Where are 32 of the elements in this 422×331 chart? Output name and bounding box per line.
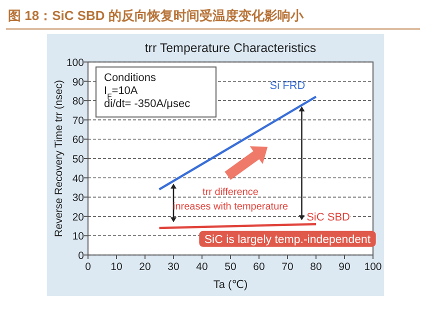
x-tick-label: 100 — [364, 261, 382, 273]
x-tick-label: 50 — [224, 261, 236, 273]
series-label: Si FRD — [270, 80, 306, 92]
x-tick-label: 70 — [282, 261, 294, 273]
x-tick-label: 80 — [310, 261, 322, 273]
y-tick-label: 60 — [72, 134, 84, 146]
annotation: di/dt= -350A/μsec — [104, 98, 191, 110]
y-tick-label: 40 — [72, 172, 84, 185]
y-tick-label: 30 — [72, 192, 84, 204]
annotation: Conditions — [104, 72, 156, 84]
x-tick-label: 90 — [338, 261, 350, 273]
y-tick-label: 10 — [72, 230, 84, 243]
y-tick-label: 80 — [72, 96, 84, 108]
chart-subtitle: trr Temperature Characteristics — [144, 41, 316, 55]
annotation: I$_{F}$=10A — [104, 85, 138, 100]
series-label: SiC SBD — [306, 212, 350, 224]
x-tick-label: 40 — [196, 261, 208, 273]
x-tick-label: 10 — [110, 261, 122, 273]
y-tick-label: 20 — [72, 211, 84, 224]
chart-title: 图 18：SiC SBD 的反向恢复时间受温度变化影响小 — [8, 8, 304, 23]
y-tick-label: 90 — [72, 76, 84, 88]
y-axis-title: Reverse Recovery Time trr (nsec) — [53, 80, 65, 237]
y-tick-label: 50 — [72, 154, 84, 166]
x-tick-label: 60 — [253, 261, 265, 273]
y-tick-label: 0 — [78, 250, 84, 262]
x-axis-title: Ta (℃) — [213, 279, 248, 291]
y-tick-label: 100 — [66, 57, 84, 69]
y-tick-label: 70 — [72, 114, 84, 127]
x-tick-label: 20 — [139, 261, 151, 273]
x-tick-label: 30 — [168, 261, 180, 273]
annotation: SiC is largely temp.-independent — [204, 234, 372, 246]
annotation: trr difference — [202, 187, 259, 198]
